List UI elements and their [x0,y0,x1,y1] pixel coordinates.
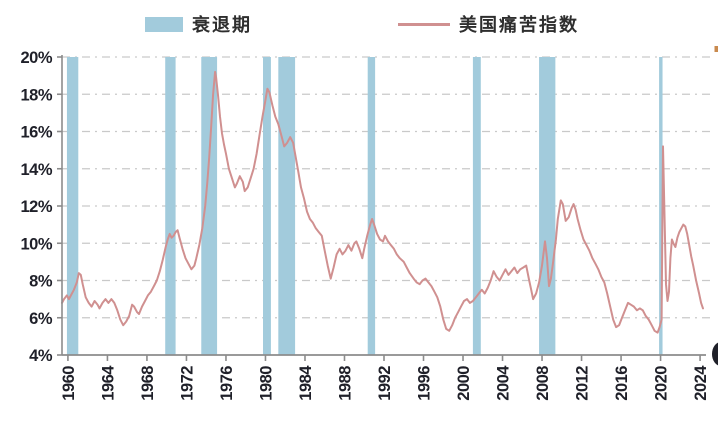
recession-band [278,57,296,355]
x-tick-label: 2020 [653,366,671,401]
y-tick-label: 18% [20,86,52,104]
recession-band [165,57,176,355]
recession-band [472,57,481,355]
recession-band [367,57,376,355]
y-tick-label: 10% [20,235,52,253]
recession-band-swatch-icon [145,16,183,32]
x-tick-label: 1960 [60,366,78,401]
recession-band [263,57,271,355]
x-tick-label: 2012 [574,366,592,401]
legend-label-misery-index: 美国痛苦指数 [459,15,579,35]
recession-band [66,57,79,355]
x-tick-label: 2004 [495,365,513,401]
x-tick-label: 1976 [218,366,236,401]
y-tick-label: 4% [29,347,53,365]
x-tick-label: 2000 [455,366,473,401]
y-tick-label: 8% [29,273,53,291]
y-tick-label: 14% [20,161,52,179]
cut-off-mark-artifact [714,46,718,52]
x-tick-label: 1996 [416,366,434,401]
x-tick-label: 1988 [336,366,354,401]
x-tick-label: 1984 [297,365,315,401]
legend-item-misery-index: 美国痛苦指数 [398,12,579,36]
misery-index-line [61,70,704,334]
y-tick-label: 12% [20,198,52,216]
legend-label-recession: 衰退期 [192,15,252,35]
recession-band [659,57,663,355]
recession-band [201,57,218,355]
x-tick-label: 2016 [613,366,631,401]
cut-off-glyph-artifact [712,342,718,366]
recession-band [539,57,556,355]
legend-item-recession: 衰退期 [145,12,252,36]
y-tick-label: 20% [20,49,52,67]
x-tick-label: 1964 [99,365,117,401]
x-tick-label: 1980 [257,366,275,401]
y-tick-label: 6% [29,310,53,328]
misery-line-swatch-icon [398,22,450,26]
x-tick-label: 2008 [534,366,552,401]
x-tick-label: 2024 [692,365,710,401]
x-tick-label: 1972 [178,366,196,401]
y-tick-label: 16% [20,124,52,142]
chart-legend: 衰退期 美国痛苦指数 [0,12,718,40]
x-tick-label: 1992 [376,366,394,401]
x-tick-label: 1968 [139,366,157,401]
